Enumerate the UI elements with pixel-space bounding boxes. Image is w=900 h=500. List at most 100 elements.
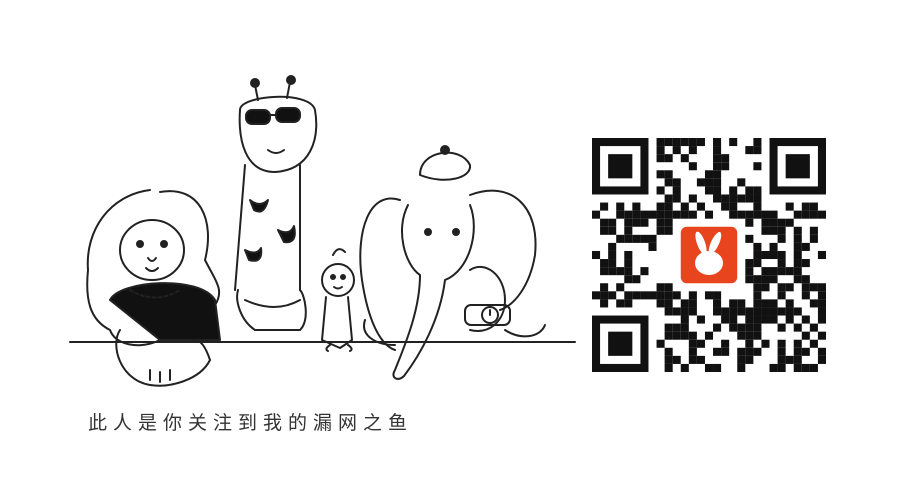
qr-module [664, 299, 673, 308]
wristwatch [464, 304, 511, 326]
qr-module [680, 323, 689, 332]
monkey [321, 248, 355, 352]
qr-module [672, 210, 681, 219]
qr-module [713, 178, 722, 187]
qr-module [729, 299, 738, 308]
qr-module [688, 162, 697, 171]
qr-module [737, 178, 746, 187]
qr-module [713, 323, 722, 332]
qr-module [809, 283, 818, 292]
qr-module [656, 202, 665, 211]
qr-module [777, 347, 786, 356]
qr-module [737, 307, 746, 316]
qr-module [608, 242, 617, 251]
qr-module [664, 178, 673, 187]
qr-module [817, 355, 826, 364]
qr-module [785, 267, 794, 276]
qr-module [713, 146, 722, 155]
cartoon-animals-illustration [69, 75, 576, 387]
qr-module [737, 210, 746, 219]
qr-module [777, 234, 786, 243]
qr-module [672, 355, 681, 364]
qr-module [616, 299, 625, 308]
qr-module [656, 210, 665, 219]
qr-module [713, 299, 722, 308]
qr-module [737, 363, 746, 372]
qr-code[interactable] [592, 138, 826, 372]
qr-module [704, 210, 714, 219]
qr-module [688, 138, 697, 147]
qr-module [664, 291, 673, 300]
qr-module [688, 307, 697, 316]
qr-module [640, 267, 649, 276]
qr-module [777, 226, 786, 235]
qr-module [745, 275, 754, 284]
qr-module [793, 347, 802, 356]
qr-module [600, 218, 609, 227]
qr-module [745, 146, 754, 155]
qr-module [664, 210, 673, 219]
elephant [359, 145, 546, 380]
qr-module [713, 138, 722, 147]
qr-module [753, 315, 762, 324]
qr-module [713, 154, 722, 163]
qr-module [624, 218, 633, 227]
qr-module [648, 210, 657, 219]
qr-module [769, 275, 778, 284]
qr-module [817, 347, 826, 356]
qr-module [745, 323, 754, 332]
qr-module [793, 323, 802, 332]
qr-module [664, 331, 673, 340]
qr-module [801, 275, 810, 284]
qr-module [616, 202, 625, 211]
qr-module [737, 355, 746, 364]
qr-module [656, 170, 665, 179]
qr-module [664, 283, 673, 292]
qr-module [753, 299, 762, 308]
qr-module [785, 218, 794, 227]
qr-module [713, 194, 722, 203]
qr-module [761, 307, 770, 316]
qr-module [680, 315, 689, 324]
qr-module [793, 242, 802, 251]
caption-text: 此人是你关注到我的漏网之鱼 [88, 412, 414, 434]
qr-module [648, 234, 657, 243]
qr-module [640, 210, 649, 219]
qr-module [745, 267, 754, 276]
qr-module [737, 194, 746, 203]
qr-module [624, 299, 633, 308]
qr-module [769, 299, 778, 308]
qr-module [664, 194, 673, 203]
qr-module [745, 259, 754, 268]
qr-module [713, 347, 722, 356]
qr-module [688, 331, 697, 340]
qr-module [793, 226, 802, 235]
qr-module [592, 250, 601, 260]
qr-module [688, 146, 697, 155]
qr-module [721, 194, 730, 203]
qr-module [616, 234, 625, 243]
qr-module [624, 267, 633, 276]
qr-module [672, 138, 681, 147]
qr-module [753, 146, 762, 155]
sunglasses [245, 107, 301, 125]
qr-module [696, 355, 705, 364]
qr-module [745, 218, 754, 227]
qr-module [616, 210, 625, 219]
qr-module [809, 234, 818, 243]
qr-module [745, 347, 754, 356]
qr-module [713, 307, 722, 316]
qr-module [704, 170, 714, 179]
qr-module [753, 307, 762, 316]
qr-module [664, 170, 673, 179]
qr-module [753, 250, 762, 260]
qr-module [753, 186, 762, 195]
qr-module [729, 315, 738, 324]
qr-module [729, 186, 738, 195]
qr-module [817, 291, 826, 300]
cap [419, 151, 472, 181]
qr-module [753, 162, 762, 171]
qr-module [713, 186, 722, 195]
qr-module [608, 291, 617, 300]
qr-module [608, 218, 617, 227]
